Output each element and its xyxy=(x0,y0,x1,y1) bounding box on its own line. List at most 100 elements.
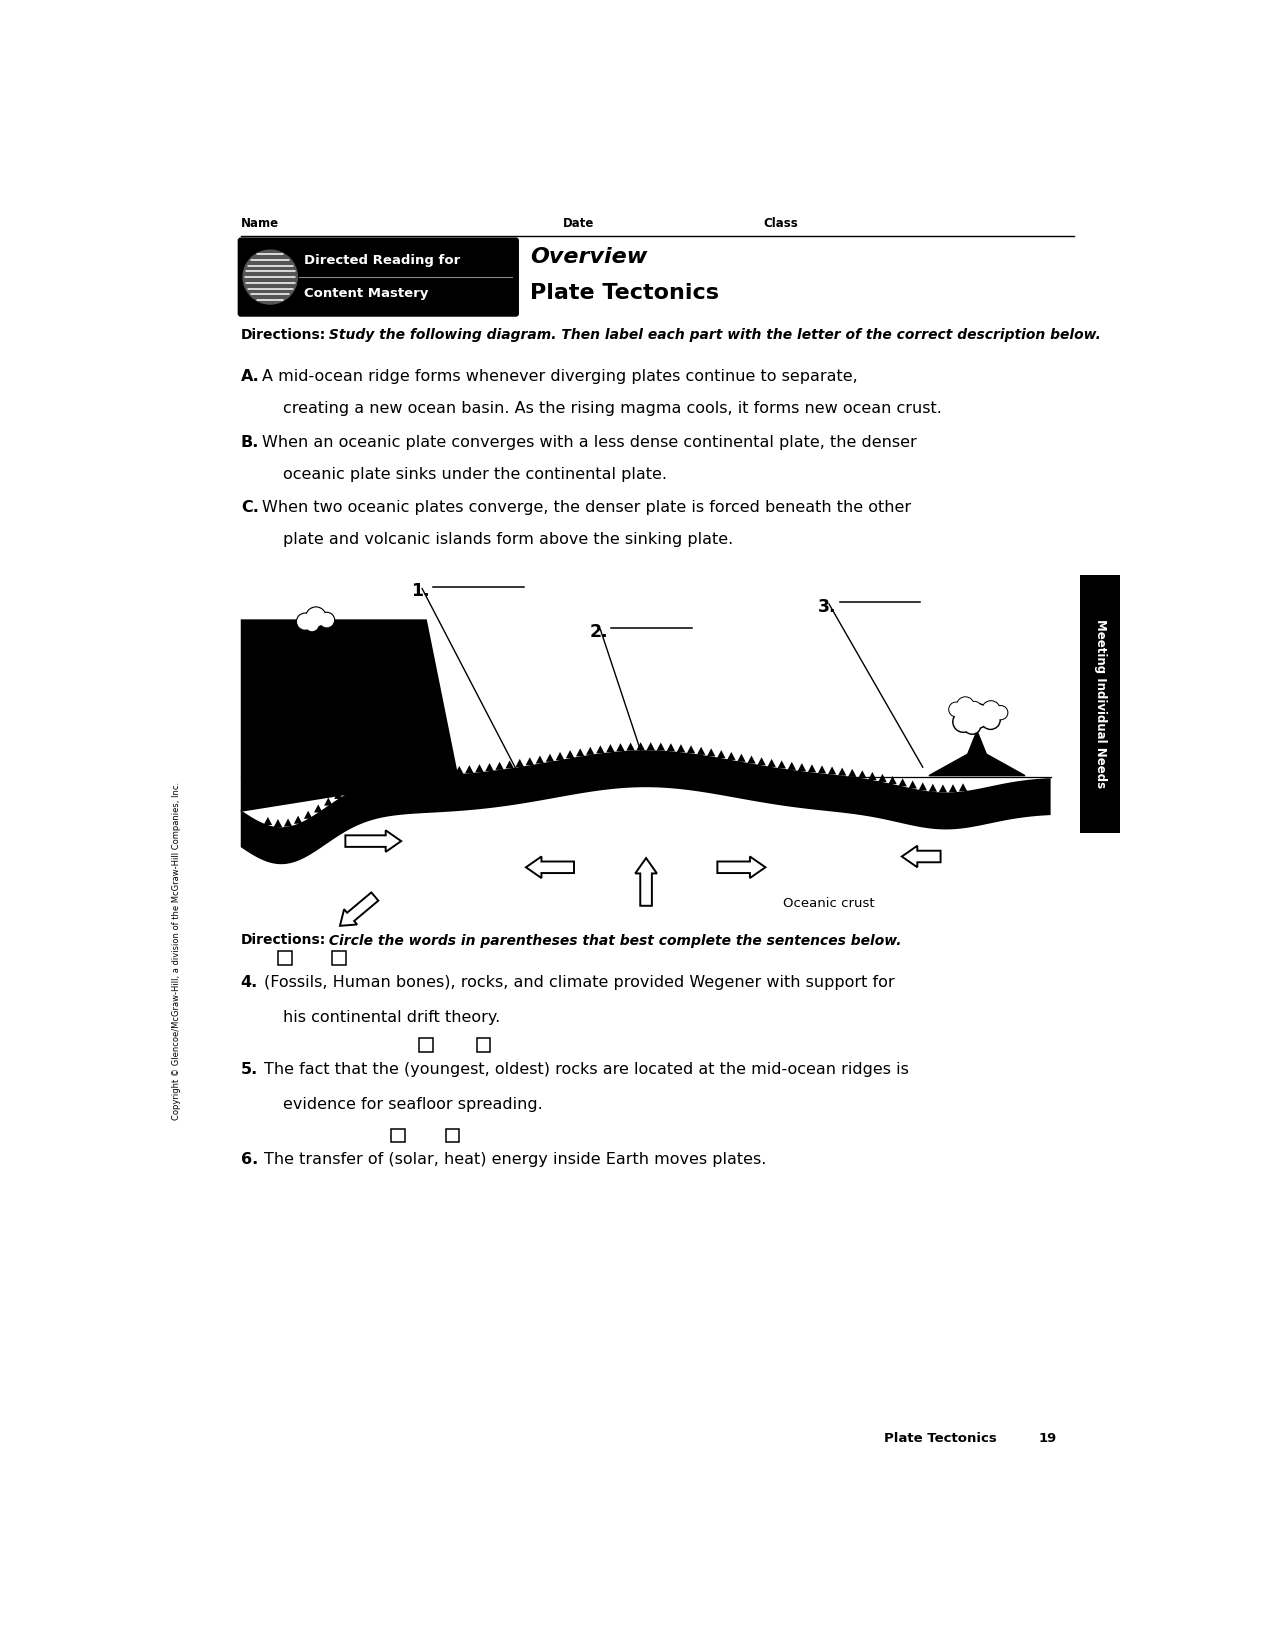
Polygon shape xyxy=(566,751,574,759)
Circle shape xyxy=(307,609,325,627)
Polygon shape xyxy=(949,785,958,792)
Polygon shape xyxy=(404,769,413,777)
Circle shape xyxy=(964,716,980,734)
Polygon shape xyxy=(928,783,937,792)
Circle shape xyxy=(969,702,980,713)
Polygon shape xyxy=(586,747,594,756)
FancyBboxPatch shape xyxy=(237,237,519,317)
Polygon shape xyxy=(626,743,635,751)
Circle shape xyxy=(974,707,989,721)
Text: Content Mastery: Content Mastery xyxy=(305,287,428,300)
Text: oceanic plate sinks under the continental plate.: oceanic plate sinks under the continenta… xyxy=(283,467,667,481)
Polygon shape xyxy=(515,759,524,767)
Text: 2.: 2. xyxy=(589,623,608,641)
Polygon shape xyxy=(899,778,907,787)
Text: Study the following diagram. Then label each part with the letter of the correct: Study the following diagram. Then label … xyxy=(324,328,1102,343)
Polygon shape xyxy=(241,751,1051,865)
Polygon shape xyxy=(727,752,736,761)
FancyArrow shape xyxy=(635,858,657,906)
Polygon shape xyxy=(646,743,655,751)
Circle shape xyxy=(958,707,966,716)
Circle shape xyxy=(297,614,312,628)
Circle shape xyxy=(306,607,326,627)
Text: 6.: 6. xyxy=(241,1152,258,1167)
Text: A.: A. xyxy=(241,369,260,384)
Polygon shape xyxy=(817,765,826,774)
Polygon shape xyxy=(505,761,514,769)
Polygon shape xyxy=(677,744,685,752)
Text: B.: B. xyxy=(241,434,259,449)
Circle shape xyxy=(994,707,1007,718)
Text: his continental drift theory.: his continental drift theory. xyxy=(283,1010,501,1025)
Polygon shape xyxy=(435,767,444,775)
Circle shape xyxy=(966,705,988,726)
Polygon shape xyxy=(667,743,674,751)
Polygon shape xyxy=(636,743,645,751)
Polygon shape xyxy=(697,747,705,756)
Circle shape xyxy=(983,702,1000,718)
Polygon shape xyxy=(878,774,886,782)
Text: Name: Name xyxy=(241,217,279,230)
Polygon shape xyxy=(959,783,968,792)
Polygon shape xyxy=(425,767,434,775)
Text: When two oceanic plates converge, the denser plate is forced beneath the other: When two oceanic plates converge, the de… xyxy=(263,499,912,516)
Polygon shape xyxy=(778,761,785,769)
Polygon shape xyxy=(274,819,282,827)
Text: Overview: Overview xyxy=(530,246,648,266)
Polygon shape xyxy=(344,785,353,793)
FancyBboxPatch shape xyxy=(333,951,346,965)
Polygon shape xyxy=(465,765,473,774)
Polygon shape xyxy=(606,744,615,752)
Polygon shape xyxy=(496,762,504,770)
Polygon shape xyxy=(706,749,715,757)
Polygon shape xyxy=(918,782,927,790)
FancyBboxPatch shape xyxy=(278,951,292,965)
Circle shape xyxy=(980,710,1001,730)
Polygon shape xyxy=(576,749,584,757)
Polygon shape xyxy=(687,746,695,754)
Text: Continental crust: Continental crust xyxy=(279,759,409,772)
Circle shape xyxy=(974,707,988,721)
Polygon shape xyxy=(264,818,272,826)
Polygon shape xyxy=(324,798,333,806)
Text: Class: Class xyxy=(764,217,798,230)
Polygon shape xyxy=(929,731,1025,775)
Polygon shape xyxy=(375,774,382,782)
Circle shape xyxy=(982,710,993,723)
Polygon shape xyxy=(354,780,363,788)
Polygon shape xyxy=(717,751,725,759)
Polygon shape xyxy=(868,772,877,780)
FancyArrow shape xyxy=(346,831,402,852)
Circle shape xyxy=(982,700,1000,720)
Circle shape xyxy=(319,612,334,628)
Polygon shape xyxy=(768,759,776,767)
Polygon shape xyxy=(889,777,896,783)
Polygon shape xyxy=(597,746,604,754)
Polygon shape xyxy=(737,754,746,762)
Text: Directions:: Directions: xyxy=(241,328,326,343)
Circle shape xyxy=(949,702,964,716)
Text: The fact that the (youngest, oldest) rocks are located at the mid-ocean ridges i: The fact that the (youngest, oldest) roc… xyxy=(264,1062,909,1077)
Text: Date: Date xyxy=(562,217,594,230)
Circle shape xyxy=(306,619,317,630)
Text: creating a new ocean basin. As the rising magma cools, it forms new ocean crust.: creating a new ocean basin. As the risin… xyxy=(283,401,942,416)
FancyArrow shape xyxy=(718,857,765,878)
Polygon shape xyxy=(798,764,806,772)
Text: Circle the words in parentheses that best complete the sentences below.: Circle the words in parentheses that bes… xyxy=(324,934,901,948)
Polygon shape xyxy=(827,767,836,775)
Circle shape xyxy=(956,707,968,718)
Text: 5.: 5. xyxy=(241,1062,258,1077)
Circle shape xyxy=(244,250,297,304)
Polygon shape xyxy=(938,785,947,793)
Circle shape xyxy=(954,713,973,731)
FancyArrow shape xyxy=(901,845,941,867)
Circle shape xyxy=(982,712,993,721)
Circle shape xyxy=(965,718,979,733)
FancyArrow shape xyxy=(340,893,379,925)
Text: 19: 19 xyxy=(1039,1431,1057,1444)
Circle shape xyxy=(964,703,989,728)
Text: evidence for seafloor spreading.: evidence for seafloor spreading. xyxy=(283,1097,543,1111)
Polygon shape xyxy=(657,743,666,751)
Text: A mid-ocean ridge forms whenever diverging plates continue to separate,: A mid-ocean ridge forms whenever divergi… xyxy=(263,369,858,384)
Polygon shape xyxy=(303,811,312,819)
